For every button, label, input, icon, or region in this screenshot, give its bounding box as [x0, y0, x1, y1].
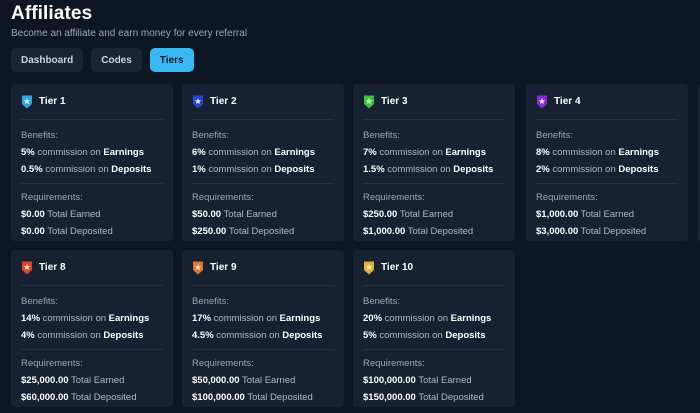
required-deposited: $250.00 Total Deposited — [192, 226, 295, 237]
earnings-commission: 6% commission on Earnings — [192, 147, 316, 158]
requirements-label: Requirements: — [21, 192, 83, 203]
requirements-label: Requirements: — [363, 192, 425, 203]
requirements-label: Requirements: — [536, 192, 598, 203]
requirements-section: Requirements: $100,000.00 Total Earned $… — [363, 349, 505, 406]
benefits-section: Benefits: 5% commission on Earnings 0.5%… — [21, 120, 163, 178]
tier-name: Tier 1 — [39, 96, 66, 107]
tier-card-header: Tier 3 — [363, 84, 505, 120]
tier-badge-icon — [192, 95, 204, 109]
deposits-commission: 5% commission on Deposits — [363, 330, 486, 341]
tier-card-header: Tier 1 — [21, 84, 163, 120]
required-earned: $50,000.00 Total Earned — [192, 375, 296, 386]
earnings-commission: 20% commission on Earnings — [363, 313, 492, 324]
benefits-section: Benefits: 6% commission on Earnings 1% c… — [192, 120, 334, 178]
page-title: Affiliates — [11, 3, 93, 24]
earnings-commission: 5% commission on Earnings — [21, 147, 145, 158]
benefits-label: Benefits: — [363, 130, 400, 141]
tier-card: Tier 2 Benefits: 6% commission on Earnin… — [182, 84, 344, 241]
requirements-section: Requirements: $250.00 Total Earned $1,00… — [363, 183, 505, 240]
required-earned: $100,000.00 Total Earned — [363, 375, 472, 386]
benefits-section: Benefits: 14% commission on Earnings 4% … — [21, 286, 163, 344]
deposits-commission: 1% commission on Deposits — [192, 164, 315, 175]
tier-card-header: Tier 8 — [21, 250, 163, 286]
tier-badge-icon — [363, 261, 375, 275]
deposits-commission: 2% commission on Deposits — [536, 164, 659, 175]
tier-name: Tier 3 — [381, 96, 408, 107]
benefits-section: Benefits: 17% commission on Earnings 4.5… — [192, 286, 334, 344]
tier-name: Tier 9 — [210, 262, 237, 273]
requirements-section: Requirements: $25,000.00 Total Earned $6… — [21, 349, 163, 406]
deposits-commission: 0.5% commission on Deposits — [21, 164, 152, 175]
required-deposited: $1,000.00 Total Deposited — [363, 226, 474, 237]
earnings-commission: 17% commission on Earnings — [192, 313, 321, 324]
required-earned: $25,000.00 Total Earned — [21, 375, 125, 386]
deposits-commission: 1.5% commission on Deposits — [363, 164, 494, 175]
tier-badge-icon — [363, 95, 375, 109]
tier-card-partial — [697, 84, 700, 241]
tier-card: Tier 9 Benefits: 17% commission on Earni… — [182, 250, 344, 407]
benefits-label: Benefits: — [21, 130, 58, 141]
requirements-label: Requirements: — [21, 358, 83, 369]
deposits-commission: 4% commission on Deposits — [21, 330, 144, 341]
benefits-section: Benefits: 7% commission on Earnings 1.5%… — [363, 120, 505, 178]
required-deposited: $100,000.00 Total Deposited — [192, 392, 313, 403]
tier-card-header: Tier 9 — [192, 250, 334, 286]
tier-badge-icon — [21, 261, 33, 275]
tier-name: Tier 10 — [381, 262, 414, 273]
deposits-commission: 4.5% commission on Deposits — [192, 330, 323, 341]
tab-bar: Dashboard Codes Tiers — [11, 48, 194, 72]
requirements-section: Requirements: $50,000.00 Total Earned $1… — [192, 349, 334, 406]
tier-card: Tier 4 Benefits: 8% commission on Earnin… — [526, 84, 688, 241]
requirements-label: Requirements: — [363, 358, 425, 369]
tier-card-header: Tier 4 — [536, 84, 678, 120]
tier-card: Tier 1 Benefits: 5% commission on Earnin… — [11, 84, 173, 241]
earnings-commission: 7% commission on Earnings — [363, 147, 487, 158]
benefits-label: Benefits: — [363, 296, 400, 307]
benefits-section: Benefits: 8% commission on Earnings 2% c… — [536, 120, 678, 178]
required-deposited: $0.00 Total Deposited — [21, 226, 113, 237]
requirements-section: Requirements: $50.00 Total Earned $250.0… — [192, 183, 334, 240]
required-earned: $1,000.00 Total Earned — [536, 209, 635, 220]
required-earned: $250.00 Total Earned — [363, 209, 454, 220]
required-deposited: $60,000.00 Total Deposited — [21, 392, 137, 403]
required-earned: $0.00 Total Earned — [21, 209, 101, 220]
tab-tiers[interactable]: Tiers — [149, 48, 194, 72]
benefits-label: Benefits: — [536, 130, 573, 141]
tier-card: Tier 10 Benefits: 20% commission on Earn… — [353, 250, 515, 407]
requirements-label: Requirements: — [192, 358, 254, 369]
tier-badge-icon — [536, 95, 548, 109]
tab-codes[interactable]: Codes — [91, 48, 142, 72]
earnings-commission: 14% commission on Earnings — [21, 313, 150, 324]
tier-badge-icon — [192, 261, 204, 275]
benefits-label: Benefits: — [192, 296, 229, 307]
benefits-section: Benefits: 20% commission on Earnings 5% … — [363, 286, 505, 344]
required-deposited: $3,000.00 Total Deposited — [536, 226, 647, 237]
tier-card: Tier 3 Benefits: 7% commission on Earnin… — [353, 84, 515, 241]
tier-card-header: Tier 2 — [192, 84, 334, 120]
page-subtitle: Become an affiliate and earn money for e… — [11, 28, 248, 39]
earnings-commission: 8% commission on Earnings — [536, 147, 660, 158]
tab-dashboard[interactable]: Dashboard — [11, 48, 84, 72]
required-earned: $50.00 Total Earned — [192, 209, 277, 220]
benefits-label: Benefits: — [192, 130, 229, 141]
requirements-section: Requirements: $0.00 Total Earned $0.00 T… — [21, 183, 163, 240]
tier-name: Tier 4 — [554, 96, 581, 107]
tier-card-header: Tier 10 — [363, 250, 505, 286]
requirements-label: Requirements: — [192, 192, 254, 203]
benefits-label: Benefits: — [21, 296, 58, 307]
tier-card: Tier 8 Benefits: 14% commission on Earni… — [11, 250, 173, 407]
tier-badge-icon — [21, 95, 33, 109]
tier-name: Tier 8 — [39, 262, 66, 273]
tier-name: Tier 2 — [210, 96, 237, 107]
required-deposited: $150,000.00 Total Deposited — [363, 392, 484, 403]
requirements-section: Requirements: $1,000.00 Total Earned $3,… — [536, 183, 678, 240]
